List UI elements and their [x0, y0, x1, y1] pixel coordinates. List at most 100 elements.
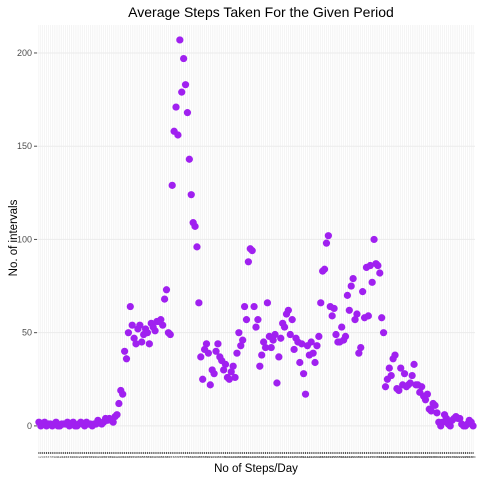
x-tick-label: 74: [176, 455, 180, 459]
data-point: [338, 323, 346, 331]
data-point: [254, 316, 262, 324]
x-tick-label: 218: [450, 455, 455, 459]
x-tick-label: 58: [146, 455, 150, 459]
data-point: [214, 340, 222, 348]
data-point: [237, 342, 245, 350]
data-point: [431, 401, 439, 409]
x-tick-label: 76: [180, 455, 184, 459]
x-tick-label: 48: [127, 455, 131, 459]
x-tick-label: 180: [377, 455, 382, 459]
data-point: [315, 332, 323, 340]
x-tick-label: 185: [387, 455, 392, 459]
x-tick-label: 117: [257, 455, 262, 459]
x-tick-label: 194: [404, 455, 409, 459]
x-tick-label: 219: [452, 455, 457, 459]
data-point: [300, 370, 308, 378]
data-point: [385, 364, 393, 372]
y-axis-title: No. of intervals: [8, 199, 20, 276]
x-tick-label: 124: [271, 455, 276, 459]
data-point: [408, 371, 416, 380]
x-tick-label: 112: [248, 455, 253, 459]
data-point: [296, 358, 304, 367]
x-tick-label: 59: [148, 455, 152, 459]
data-point: [263, 299, 272, 307]
data-point: [235, 329, 243, 337]
data-point: [145, 340, 153, 348]
x-tick-label: 206: [427, 455, 432, 459]
x-tick-label: 181: [379, 455, 384, 459]
x-tick-label: 164: [347, 455, 352, 459]
data-point: [233, 349, 241, 357]
x-tick-label: 118: [259, 455, 264, 459]
x-tick-label: 134: [290, 455, 295, 459]
x-tick-label: 191: [398, 455, 403, 459]
data-point: [345, 306, 353, 314]
data-point: [387, 371, 395, 380]
chart-title: Average Steps Taken For the Given Period: [128, 4, 394, 20]
data-point: [364, 312, 372, 320]
data-point: [166, 330, 174, 339]
data-point: [187, 191, 195, 199]
x-tick-label: 26: [85, 455, 89, 459]
x-tick-label: 188: [393, 455, 398, 459]
data-point: [248, 247, 256, 255]
data-point: [378, 314, 386, 322]
x-tick-label: 29: [91, 455, 95, 459]
x-axis-ticks: 1 2 3 4 5 6 7 8 9 1011121314151617181920212223242…: [38, 452, 476, 459]
data-point: [288, 316, 296, 324]
data-point: [349, 274, 357, 283]
x-tick-label: 79: [186, 455, 190, 459]
x-tick-label: 13: [60, 455, 64, 459]
data-point: [239, 336, 247, 344]
x-tick-label: 151: [322, 455, 327, 459]
x-tick-label: 101: [227, 455, 232, 459]
x-tick-label: 138: [297, 455, 302, 459]
data-point: [183, 109, 192, 117]
x-tick-label: 209: [433, 455, 438, 459]
data-point: [357, 343, 365, 352]
x-tick-label: 52: [134, 455, 138, 459]
x-tick-label: 114: [252, 455, 257, 459]
x-tick-label: 119: [261, 455, 266, 459]
x-tick-label: 81: [190, 455, 194, 459]
data-point: [320, 265, 329, 273]
data-point: [202, 340, 211, 348]
x-tick-label: 158: [335, 455, 340, 459]
x-tick-label: 162: [343, 455, 348, 459]
data-point: [109, 418, 117, 426]
x-tick-label: 169: [356, 455, 361, 459]
x-tick-label: 173: [364, 455, 369, 459]
x-tick-label: 77: [182, 455, 186, 459]
x-tick-label: 69: [167, 455, 171, 459]
data-point: [391, 351, 399, 359]
x-tick-label: 207: [429, 455, 434, 459]
x-tick-label: 135: [292, 455, 297, 459]
data-point: [376, 269, 384, 277]
x-tick-label: 32: [96, 455, 100, 459]
x-tick-label: 211: [436, 455, 441, 459]
data-point: [113, 411, 121, 419]
x-tick-label: 108: [240, 455, 245, 459]
x-tick-label: 228: [469, 455, 474, 459]
x-tick-label: 200: [415, 455, 420, 459]
x-tick-label: 40: [112, 455, 116, 459]
x-tick-label: 127: [276, 455, 281, 459]
x-tick-label: 66: [161, 455, 165, 459]
data-point: [286, 330, 294, 339]
x-tick-label: 27: [87, 455, 91, 459]
data-point: [395, 386, 403, 395]
data-point: [225, 375, 233, 383]
x-tick-label: 174: [366, 455, 371, 459]
x-tick-label: 65: [159, 455, 163, 459]
x-tick-label: 192: [400, 455, 405, 459]
x-tick-label: 128: [278, 455, 283, 459]
x-tick-label: 4: [44, 455, 46, 459]
x-tick-label: 197: [410, 455, 415, 459]
data-point: [197, 353, 205, 361]
data-point: [418, 383, 426, 391]
data-points: [35, 36, 477, 430]
data-point: [421, 396, 430, 404]
data-point: [178, 88, 186, 96]
data-point: [317, 299, 325, 307]
data-point: [328, 312, 336, 320]
